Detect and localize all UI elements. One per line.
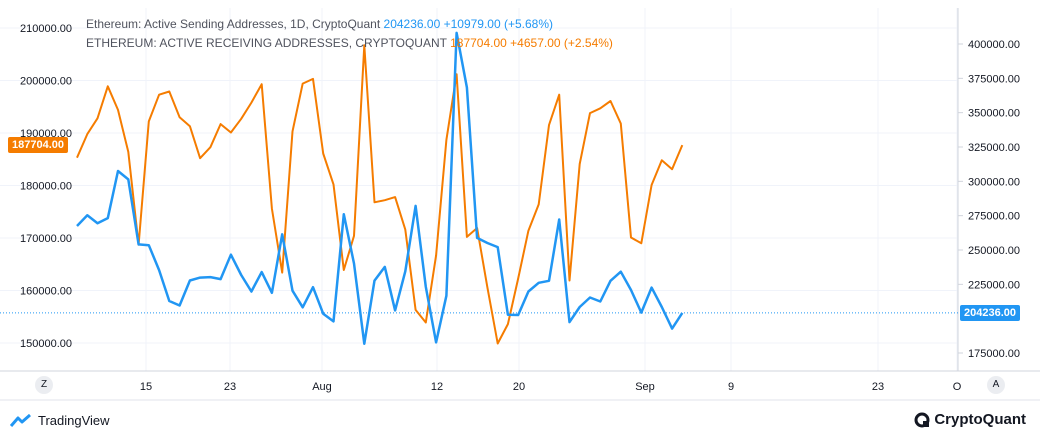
left-tick-label: 210000.00 (20, 23, 72, 35)
x-tick-label: 20 (513, 381, 525, 393)
right-axis: 400000.00 375000.00 350000.00 325000.00 3000… (958, 39, 1020, 360)
x-tick-label: 9 (728, 381, 734, 393)
legend-sending: Ethereum: Active Sending Addresses, 1D, … (86, 17, 553, 31)
legend-sending-change: +10979.00 (+5.68%) (443, 17, 554, 31)
series-line-receiving (76, 44, 684, 345)
right-tick-label: 225000.00 (968, 279, 1020, 291)
x-tick-label: Aug (312, 381, 332, 393)
right-tick-label: 275000.00 (968, 211, 1020, 223)
cryptoquant-icon (914, 412, 930, 427)
tradingview-icon (10, 413, 31, 427)
right-tick-label: 175000.00 (968, 348, 1020, 360)
left-axis: 210000.00 200000.00 190000.00 180000.00 1700… (20, 23, 72, 350)
axis-button-a[interactable]: A (987, 376, 1005, 394)
left-tick-label: 200000.00 (20, 76, 72, 88)
x-tick-label: 23 (872, 381, 884, 393)
left-tick-label: 150000.00 (20, 338, 72, 350)
legend-receiving-name: ETHEREUM: ACTIVE RECEIVING ADDRESSES, CR… (86, 36, 447, 50)
legend-receiving-value: 187704.00 (450, 36, 507, 50)
right-tick-label: 250000.00 (968, 245, 1020, 257)
last-value-tag-receiving: 187704.00 (8, 137, 68, 154)
cryptoquant-label: CryptoQuant (934, 411, 1026, 428)
right-tick-label: 300000.00 (968, 176, 1020, 188)
x-tick-label: Sep (635, 381, 655, 393)
right-tick-label: 375000.00 (968, 73, 1020, 85)
x-tick-label: 12 (431, 381, 443, 393)
x-tick-label: O (953, 381, 962, 393)
legend-sending-value: 204236.00 (383, 17, 441, 31)
right-tick-label: 400000.00 (968, 39, 1020, 51)
x-tick-label: 15 (140, 381, 152, 393)
legend-receiving-change: +4657.00 (+2.54%) (510, 36, 613, 50)
left-tick-label: 170000.00 (20, 233, 72, 245)
left-tick-label: 180000.00 (20, 181, 72, 193)
tradingview-label: TradingView (38, 413, 110, 428)
x-tick-label: 23 (224, 381, 236, 393)
legend-receiving: ETHEREUM: ACTIVE RECEIVING ADDRESSES, CR… (86, 36, 613, 50)
left-tick-label: 190000.00 (20, 128, 72, 140)
legend-sending-name: Ethereum: Active Sending Addresses, 1D, … (86, 17, 381, 31)
cryptoquant-logo[interactable]: CryptoQuant (914, 411, 1026, 428)
right-tick-label: 350000.00 (968, 108, 1020, 120)
right-tick-label: 325000.00 (968, 142, 1020, 154)
series-line-sending (76, 31, 684, 345)
axis-button-z[interactable]: Z (35, 376, 53, 394)
last-value-tag-sending: 204236.00 (960, 304, 1020, 321)
left-tick-label: 160000.00 (20, 286, 72, 298)
x-axis: 15 23 Aug 12 20 Sep 9 23 O (140, 381, 962, 393)
tradingview-logo[interactable]: TradingView (10, 413, 110, 428)
